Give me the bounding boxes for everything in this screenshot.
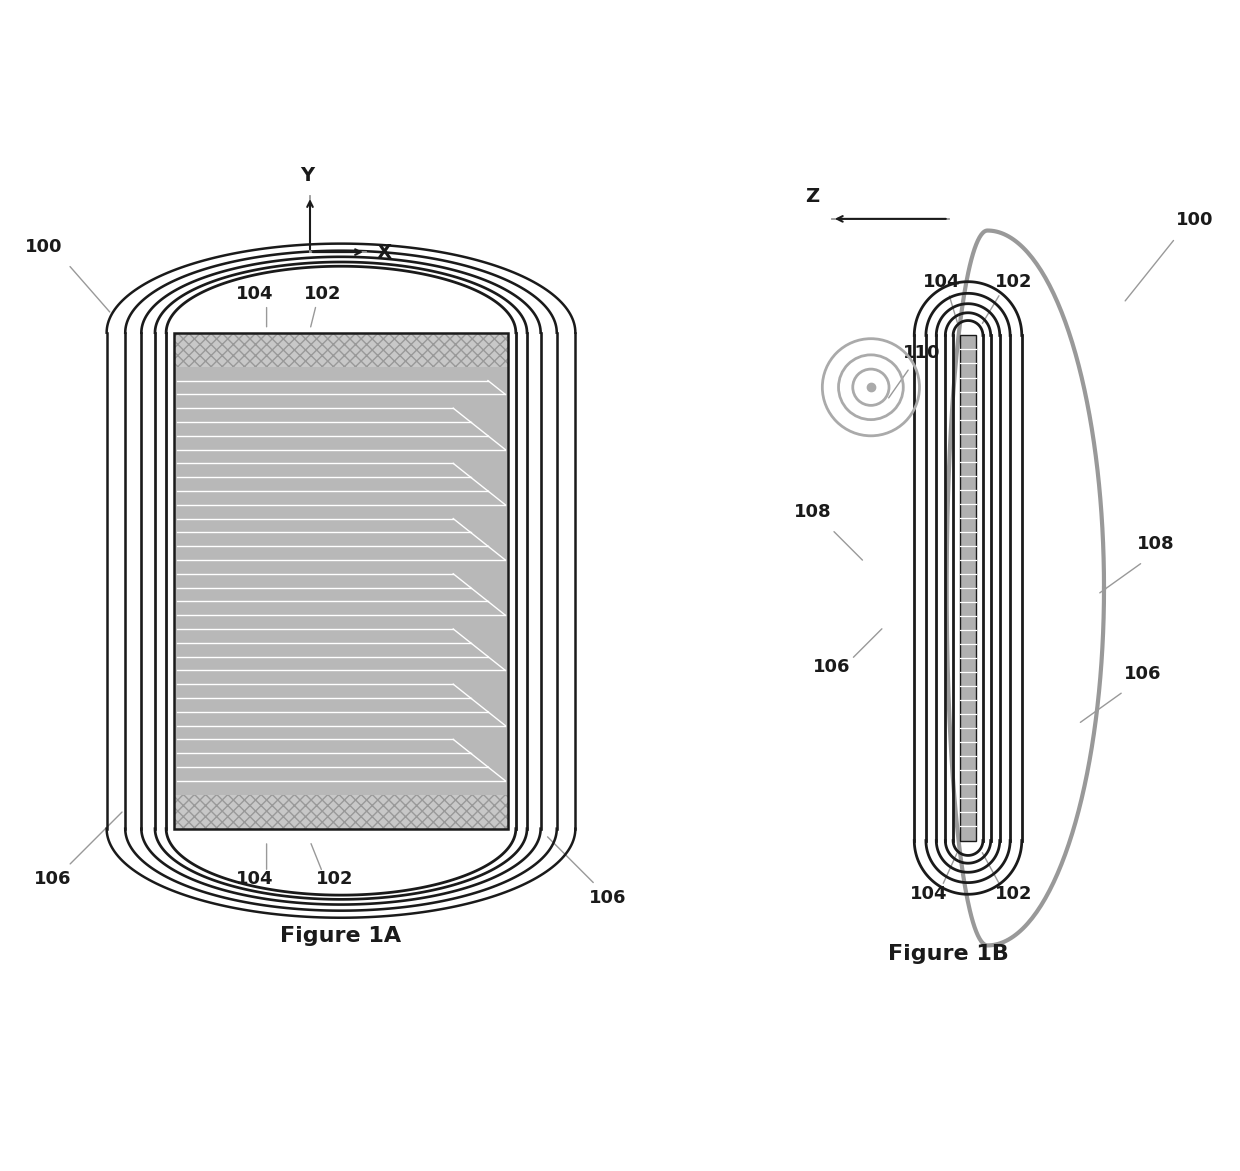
Text: Figure 1B: Figure 1B <box>888 944 1009 964</box>
Text: 104: 104 <box>924 273 961 290</box>
Text: 106: 106 <box>589 889 626 908</box>
Text: 104: 104 <box>910 885 947 903</box>
Text: 106: 106 <box>813 658 851 676</box>
Text: X: X <box>377 242 392 261</box>
Text: 110: 110 <box>903 344 941 362</box>
Text: Z: Z <box>805 187 820 206</box>
Text: 100: 100 <box>1176 211 1214 230</box>
Text: 106: 106 <box>33 870 72 889</box>
Text: 102: 102 <box>316 870 353 889</box>
Text: 108: 108 <box>1137 535 1174 553</box>
Text: 104: 104 <box>236 870 273 889</box>
Text: 108: 108 <box>794 502 832 521</box>
Bar <box>960 335 976 841</box>
Text: 104: 104 <box>236 285 273 302</box>
Bar <box>174 333 508 829</box>
Bar <box>174 333 508 829</box>
Text: 102: 102 <box>994 273 1032 290</box>
Bar <box>174 795 508 829</box>
Text: 102: 102 <box>304 285 341 302</box>
Bar <box>174 333 508 367</box>
Text: Figure 1A: Figure 1A <box>280 926 402 946</box>
Text: 106: 106 <box>1125 665 1162 683</box>
Text: 100: 100 <box>25 238 62 256</box>
Text: Y: Y <box>300 166 314 185</box>
Text: 102: 102 <box>994 885 1032 903</box>
